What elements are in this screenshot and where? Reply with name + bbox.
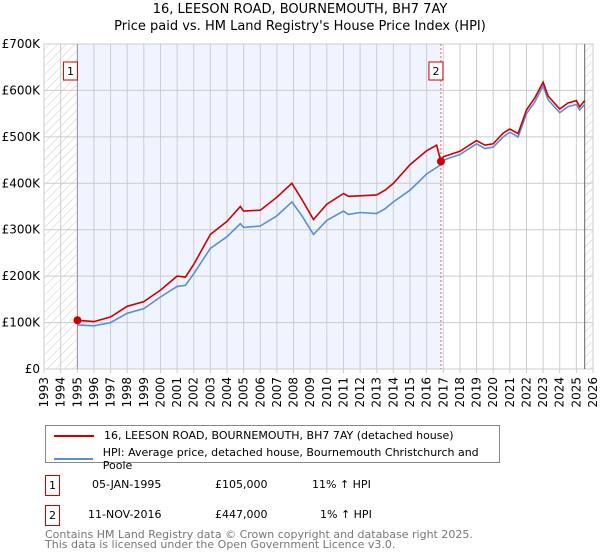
x-tick-label: 2003 xyxy=(203,377,217,408)
x-tick-label: 2013 xyxy=(370,377,384,408)
x-tick-label: 2021 xyxy=(503,377,517,408)
y-tick-label: £500K xyxy=(2,130,42,144)
plot-area: 1993 1994 1995 1996 1997 1998 1999 2000 2001 2002… xyxy=(2,37,600,408)
x-tick-label: 1993 xyxy=(37,377,51,408)
x-tick-label: 2010 xyxy=(320,377,334,408)
x-tick-label: 2016 xyxy=(420,377,434,408)
x-tick-label: 2022 xyxy=(519,377,533,408)
sale-badge-label: 2 xyxy=(432,65,439,78)
x-tick-label: 2008 xyxy=(287,377,301,408)
x-tick-label: 2020 xyxy=(486,377,500,408)
transaction-date: 11-NOV-2016 xyxy=(88,508,162,521)
no-data-hatch xyxy=(584,44,593,369)
footer-licence: This data is licensed under the Open Gov… xyxy=(45,538,396,551)
hpi-line-swatch xyxy=(54,458,93,460)
legend: 16, LEESON ROAD, BOURNEMOUTH, BH7 7AY (d… xyxy=(45,425,500,472)
x-tick-label: 2023 xyxy=(536,377,550,408)
x-tick-label: 1999 xyxy=(137,377,151,408)
x-tick-label: 2012 xyxy=(353,377,367,408)
property-line-swatch xyxy=(54,434,94,437)
transaction-price: £447,000 xyxy=(215,508,268,521)
transaction-badge: 2 xyxy=(45,505,60,526)
x-tick-label: 1994 xyxy=(54,377,68,408)
x-tick-label: 1996 xyxy=(87,377,101,408)
sale-marker xyxy=(436,157,445,166)
x-tick-label: 2026 xyxy=(586,377,600,408)
legend-property: 16, LEESON ROAD, BOURNEMOUTH, BH7 7AY (d… xyxy=(104,429,454,442)
transaction-date: 05-JAN-1995 xyxy=(92,478,162,491)
transaction-hpi: 1% ↑ HPI xyxy=(320,508,372,521)
x-tick-label: 1997 xyxy=(104,377,118,408)
x-tick-label: 2006 xyxy=(253,377,267,408)
plot-border xyxy=(43,43,594,370)
y-tick-label: £300K xyxy=(2,223,42,237)
x-tick-label: 1998 xyxy=(120,377,134,408)
x-tick-label: 2019 xyxy=(470,377,484,408)
y-tick-label: £600K xyxy=(2,83,42,97)
x-tick-label: 2017 xyxy=(436,377,450,408)
x-tick-label: 2002 xyxy=(187,377,201,408)
x-tick-label: 2015 xyxy=(403,377,417,408)
transaction-price: £105,000 xyxy=(215,478,268,491)
footer: Contains HM Land Registry data © Crown c… xyxy=(45,528,473,551)
x-tick-label: 2007 xyxy=(270,377,284,408)
y-tick-label: £100K xyxy=(2,316,42,330)
x-tick-label: 2018 xyxy=(453,377,467,408)
x-tick-label: 2000 xyxy=(153,377,167,408)
x-tick-label: 2014 xyxy=(386,377,400,408)
x-tick-label: 1995 xyxy=(70,377,84,408)
sale-badge xyxy=(428,61,444,81)
x-tick-label: 2024 xyxy=(553,377,567,408)
x-tick-label: 2011 xyxy=(336,377,350,408)
sold-period-shading xyxy=(77,44,441,369)
x-tick-label: 2001 xyxy=(170,377,184,408)
x-tick-label: 2004 xyxy=(220,377,234,408)
y-tick-label: £0 xyxy=(25,362,40,376)
x-tick-label: 2005 xyxy=(237,377,251,408)
sale-badge-label: 1 xyxy=(67,65,74,78)
y-tick-label: £400K xyxy=(2,176,42,190)
y-tick-label: £700K xyxy=(2,37,42,51)
legend-hpi: HPI: Average price, detached house, Bour… xyxy=(102,446,479,472)
transaction-row: 1 05-JAN-1995 £105,000 11% ↑ HPI xyxy=(45,475,525,496)
property-price-line xyxy=(77,80,586,323)
sale-marker xyxy=(73,316,82,325)
y-tick-label: £200K xyxy=(2,269,42,283)
chart-title: 16, LEESON ROAD, BOURNEMOUTH, BH7 7AY xyxy=(152,2,448,17)
x-tick-label: 2025 xyxy=(569,377,583,408)
transaction-hpi: 11% ↑ HPI xyxy=(312,478,371,491)
sale-badge xyxy=(62,61,78,81)
transaction-row: 2 11-NOV-2016 £447,000 1% ↑ HPI xyxy=(45,505,525,526)
hpi-line xyxy=(77,83,586,327)
chart-subtitle: Price paid vs. HM Land Registry's House … xyxy=(114,19,486,34)
transaction-badge: 1 xyxy=(45,475,60,496)
x-tick-label: 2009 xyxy=(303,377,317,408)
footer-copyright: Contains HM Land Registry data © Crown c… xyxy=(45,528,473,541)
